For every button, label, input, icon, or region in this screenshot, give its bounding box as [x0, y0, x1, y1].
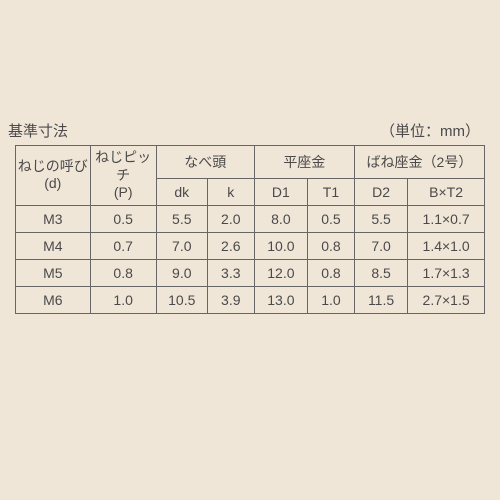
- cell-k: 3.9: [207, 286, 254, 313]
- cell-k: 3.3: [207, 259, 254, 286]
- cell-dk: 5.5: [156, 205, 207, 232]
- table-body: M3 0.5 5.5 2.0 8.0 0.5 5.5 1.1×0.7 M4 0.…: [16, 205, 485, 313]
- table-unit: （単位：mm）: [380, 120, 480, 141]
- cell-d: M3: [16, 205, 91, 232]
- cell-P: 0.7: [90, 232, 156, 259]
- cell-D2: 11.5: [354, 286, 407, 313]
- col-header-D2: D2: [354, 179, 407, 205]
- cell-T1: 0.5: [308, 205, 355, 232]
- col-group-hira: 平座金: [254, 146, 354, 179]
- cell-D2: 5.5: [354, 205, 407, 232]
- col-header-k: k: [207, 179, 254, 205]
- col-header-pitch: ねじピッチ (P): [90, 146, 156, 206]
- table-row: M3 0.5 5.5 2.0 8.0 0.5 5.5 1.1×0.7: [16, 205, 485, 232]
- col-header-D1: D1: [254, 179, 307, 205]
- cell-BxT2: 1.1×0.7: [408, 205, 485, 232]
- cell-d: M4: [16, 232, 91, 259]
- cell-T1: 0.8: [308, 259, 355, 286]
- header-row: 基準寸法 （単位：mm）: [0, 120, 500, 145]
- table-row: M5 0.8 9.0 3.3 12.0 0.8 8.5 1.7×1.3: [16, 259, 485, 286]
- table-row: M4 0.7 7.0 2.6 10.0 0.8 7.0 1.4×1.0: [16, 232, 485, 259]
- cell-k: 2.6: [207, 232, 254, 259]
- col-header-d: ねじの呼び (d): [16, 146, 91, 206]
- col-header-BxT2: B×T2: [408, 179, 485, 205]
- table-head: ねじの呼び (d) ねじピッチ (P) なべ頭 平座金 ばね座金（2号） dk …: [16, 146, 485, 206]
- cell-dk: 9.0: [156, 259, 207, 286]
- table-title: 基準寸法: [8, 120, 68, 141]
- cell-dk: 10.5: [156, 286, 207, 313]
- cell-BxT2: 1.7×1.3: [408, 259, 485, 286]
- cell-T1: 0.8: [308, 232, 355, 259]
- page: 基準寸法 （単位：mm） ねじの呼び (d) ねじピッチ (P) なべ頭 平座金…: [0, 0, 500, 500]
- cell-D2: 8.5: [354, 259, 407, 286]
- cell-d: M5: [16, 259, 91, 286]
- col-header-T1: T1: [308, 179, 355, 205]
- cell-BxT2: 2.7×1.5: [408, 286, 485, 313]
- cell-d: M6: [16, 286, 91, 313]
- cell-T1: 1.0: [308, 286, 355, 313]
- cell-k: 2.0: [207, 205, 254, 232]
- cell-D2: 7.0: [354, 232, 407, 259]
- cell-D1: 8.0: [254, 205, 307, 232]
- cell-D1: 12.0: [254, 259, 307, 286]
- cell-P: 0.5: [90, 205, 156, 232]
- cell-P: 1.0: [90, 286, 156, 313]
- col-group-nabe: なべ頭: [156, 146, 254, 179]
- col-group-bane: ばね座金（2号）: [354, 146, 484, 179]
- col-header-dk: dk: [156, 179, 207, 205]
- cell-BxT2: 1.4×1.0: [408, 232, 485, 259]
- cell-dk: 7.0: [156, 232, 207, 259]
- table-row: M6 1.0 10.5 3.9 13.0 1.0 11.5 2.7×1.5: [16, 286, 485, 313]
- cell-D1: 13.0: [254, 286, 307, 313]
- cell-P: 0.8: [90, 259, 156, 286]
- spec-table: ねじの呼び (d) ねじピッチ (P) なべ頭 平座金 ばね座金（2号） dk …: [15, 145, 485, 314]
- cell-D1: 10.0: [254, 232, 307, 259]
